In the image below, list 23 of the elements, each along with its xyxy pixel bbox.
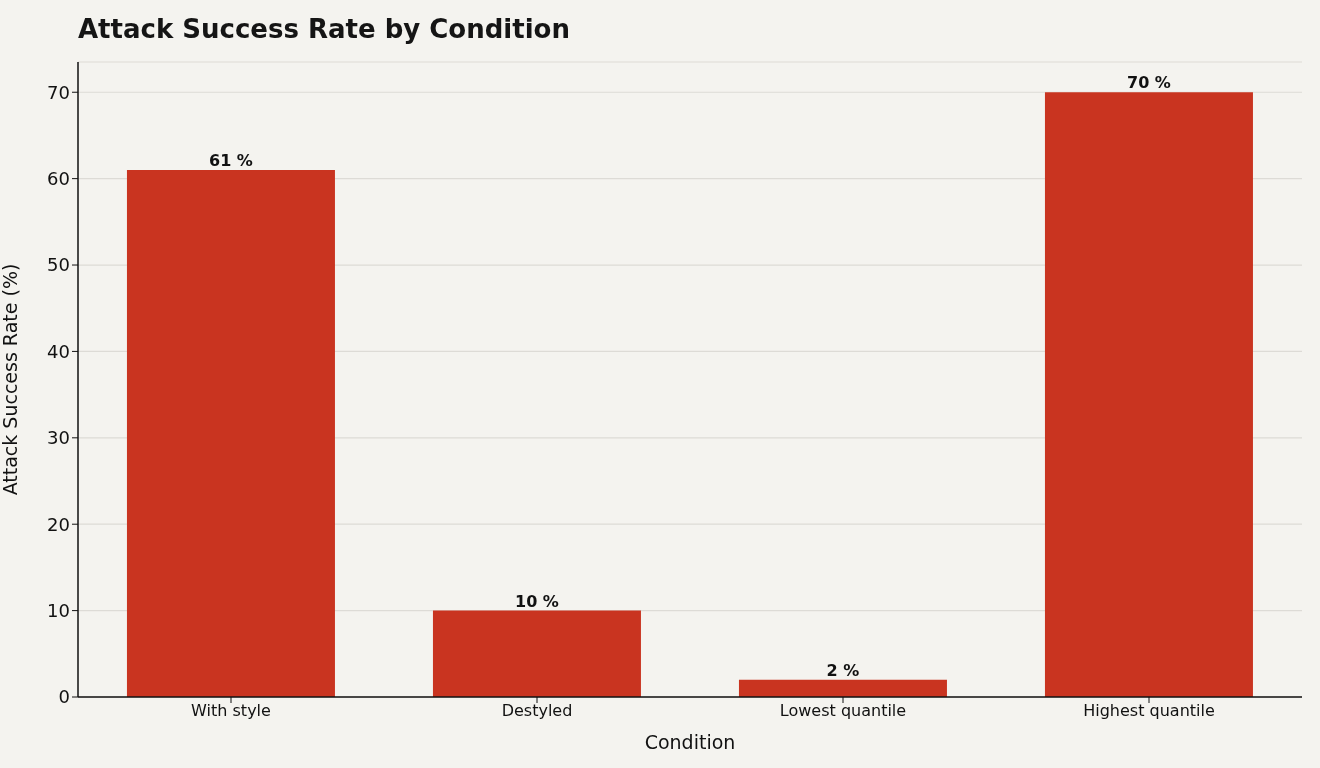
y-axis-title: Attack Success Rate (%) [0,263,21,496]
bar [432,610,641,697]
x-tick-label: Highest quantile [1083,701,1215,721]
bar [1044,92,1253,697]
x-axis-title: Condition [644,731,736,753]
y-tick-label: 40 [47,340,70,362]
x-tick-label: Destyled [501,701,573,721]
y-tick-label: 30 [47,427,70,449]
bar [126,169,335,697]
data-label: 70 % [1127,73,1171,93]
y-tick-label: 60 [47,168,70,190]
chart-title: Attack Success Rate by Condition [78,14,570,44]
data-label: 10 % [515,591,559,611]
data-label: 61 % [209,150,253,170]
y-tick-label: 70 [47,81,70,103]
x-tick-label: With style [191,701,271,721]
bar [738,679,947,697]
y-tick-label: 20 [47,513,70,535]
y-tick-label: 10 [47,600,70,621]
x-tick-label: Lowest quantile [779,701,907,721]
data-label: 2 % [826,660,860,680]
y-tick-label: 0 [58,686,70,708]
y-tick-label: 50 [47,254,70,276]
